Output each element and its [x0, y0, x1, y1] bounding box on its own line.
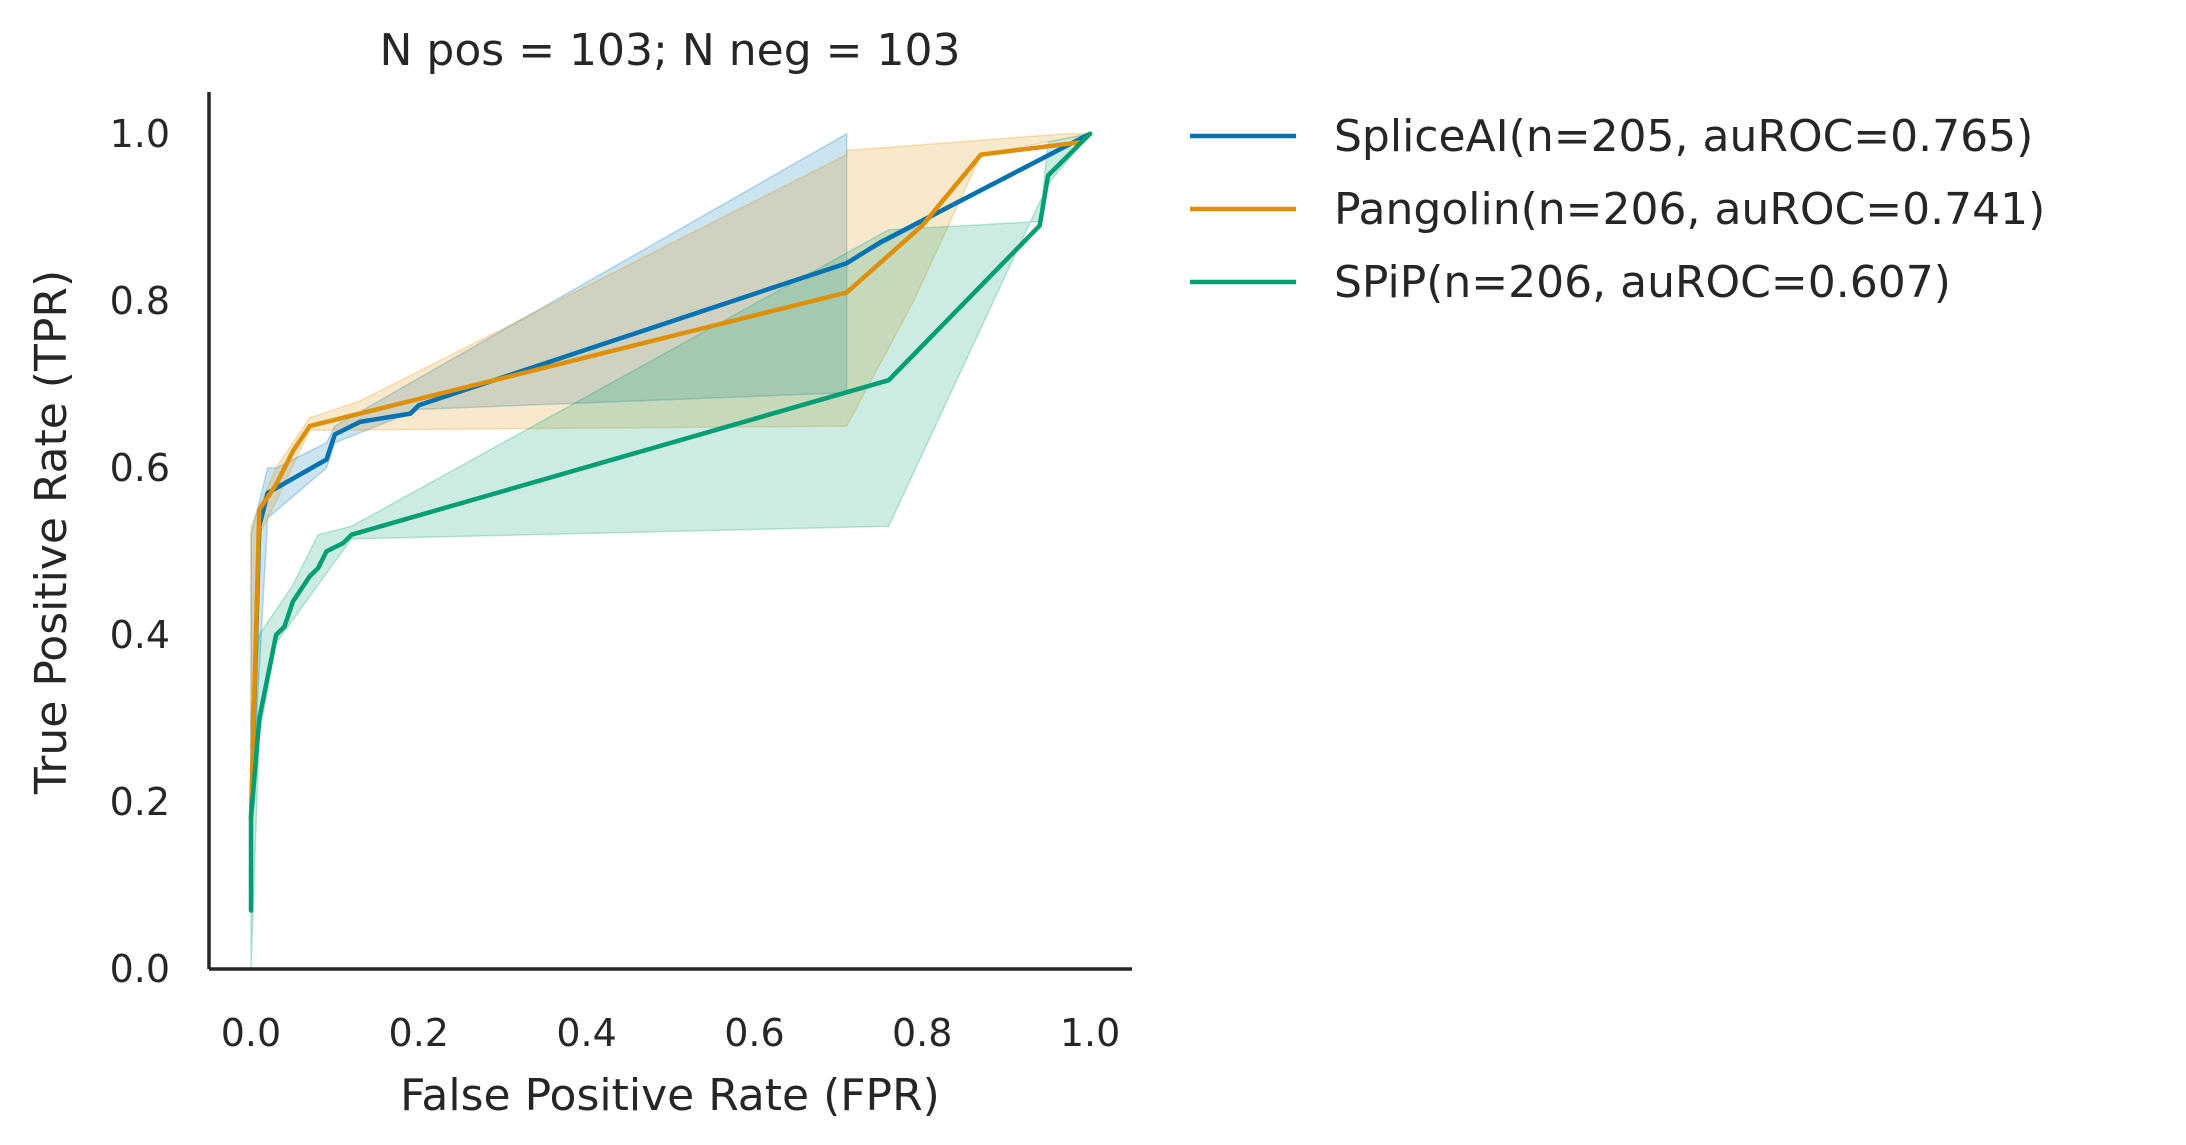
legend-label: Pangolin(n=206, auROC=0.741) — [1334, 184, 2045, 235]
roc-line-1 — [248, 131, 1093, 821]
y-tick-label: 1.0 — [110, 112, 170, 156]
y-tick-label: 0.6 — [110, 446, 170, 490]
y-tick-label: 0.0 — [110, 947, 170, 991]
x-tick-label: 0.0 — [221, 1011, 281, 1055]
legend-label: SpliceAI(n=205, auROC=0.765) — [1334, 111, 2033, 162]
chart-title: N pos = 103; N neg = 103 — [380, 25, 961, 76]
y-axis-label: True Positive Rate (TPR) — [26, 270, 77, 795]
legend-item-2: SPiP(n=206, auROC=0.607) — [1190, 257, 1951, 308]
y-axis-ticks: 0.0 0.2 0.4 0.6 0.8 1.0 — [110, 112, 170, 991]
legend-item-1: Pangolin(n=206, auROC=0.741) — [1190, 184, 2045, 235]
x-tick-label: 0.6 — [724, 1011, 784, 1055]
confidence-bands — [250, 132, 1092, 970]
x-axis-label: False Positive Rate (FPR) — [400, 1070, 940, 1121]
x-tick-label: 1.0 — [1060, 1011, 1120, 1055]
x-tick-label: 0.8 — [892, 1011, 952, 1055]
roc-line-2 — [248, 131, 1093, 913]
roc-curves — [248, 131, 1093, 913]
confidence-band-2 — [250, 132, 1092, 970]
legend-label: SPiP(n=206, auROC=0.607) — [1334, 257, 1951, 308]
axes — [207, 92, 1132, 971]
y-tick-label: 0.2 — [110, 780, 170, 824]
y-tick-label: 0.8 — [110, 279, 170, 323]
legend: SpliceAI(n=205, auROC=0.765) Pangolin(n=2… — [1190, 111, 2045, 308]
y-tick-label: 0.4 — [110, 613, 170, 657]
confidence-band-1 — [250, 133, 1091, 819]
legend-item-0: SpliceAI(n=205, auROC=0.765) — [1190, 111, 2033, 162]
x-axis-ticks: 0.0 0.2 0.4 0.6 0.8 1.0 — [221, 1011, 1121, 1055]
x-tick-label: 0.4 — [556, 1011, 616, 1055]
x-tick-label: 0.2 — [389, 1011, 449, 1055]
